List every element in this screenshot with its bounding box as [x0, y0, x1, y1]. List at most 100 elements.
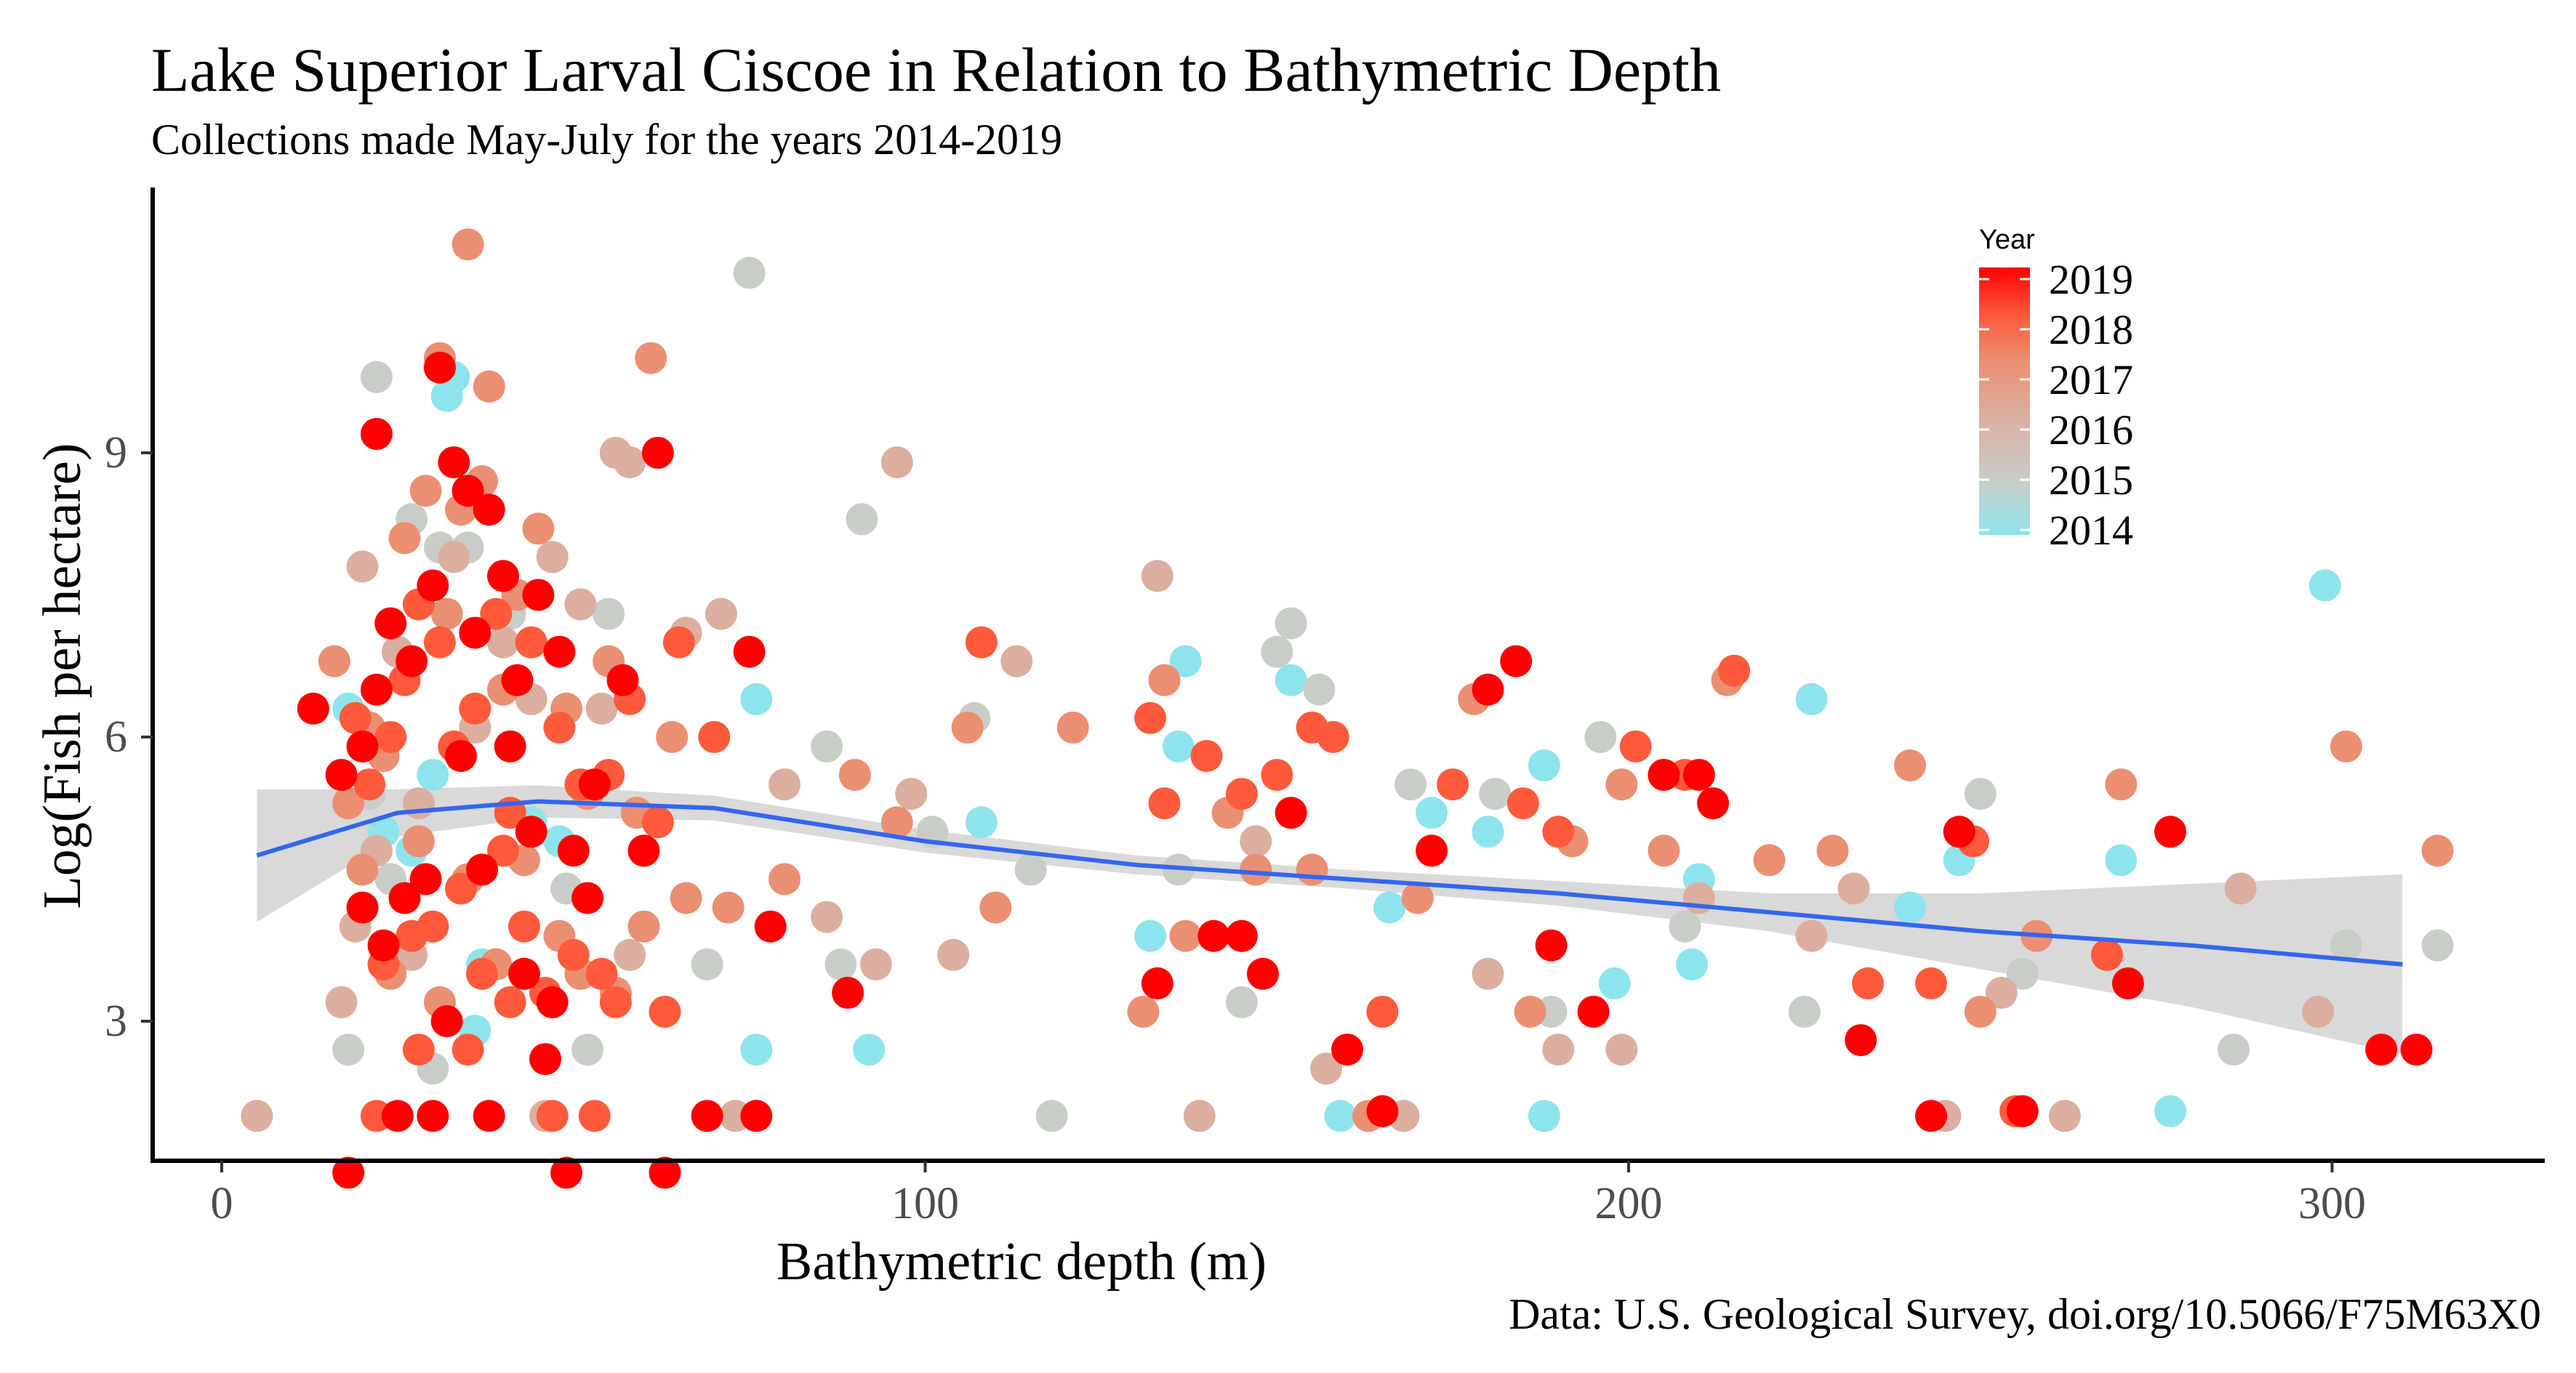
data-point [1275, 797, 1307, 829]
data-point [417, 910, 449, 943]
data-point [2400, 1034, 2433, 1066]
data-point [811, 901, 843, 933]
legend-colorbar [1979, 267, 2030, 535]
data-point [635, 342, 667, 374]
data-point [593, 597, 625, 630]
data-point [1472, 816, 1504, 848]
data-point [318, 645, 350, 677]
data-point [487, 626, 519, 659]
data-point [1275, 607, 1307, 640]
data-point [1619, 730, 1652, 762]
data-point [515, 626, 547, 659]
data-point [1648, 834, 1680, 867]
data-point [2330, 929, 2362, 962]
data-point [2421, 929, 2454, 962]
data-point [1682, 759, 1715, 792]
data-point [965, 806, 998, 839]
data-point [1225, 986, 1258, 1018]
data-point [740, 683, 773, 715]
data-point [367, 929, 400, 962]
data-point [374, 721, 407, 753]
data-point [1134, 701, 1167, 734]
data-point [1676, 948, 1709, 981]
data-point [859, 948, 892, 981]
data-point [346, 853, 379, 886]
data-point [1246, 957, 1279, 990]
data-point [1669, 910, 1701, 943]
data-point [1718, 654, 1751, 687]
data-point [402, 787, 435, 820]
data-point [409, 863, 442, 895]
data-point [585, 692, 618, 725]
data-point [1605, 768, 1638, 801]
data-point [2154, 816, 2186, 848]
data-point [1437, 768, 1469, 801]
data-point [388, 882, 421, 914]
data-point [423, 351, 456, 384]
data-point [445, 872, 477, 905]
data-point [1162, 730, 1195, 762]
data-point [452, 1034, 484, 1066]
x-tick-label: 0 [211, 1179, 233, 1228]
data-point [1401, 882, 1434, 914]
data-point [2330, 730, 2362, 762]
points-layer [241, 228, 2454, 1189]
data-point [880, 806, 913, 839]
data-point [501, 664, 534, 696]
data-point [965, 626, 998, 659]
data-point [1542, 1034, 1575, 1066]
data-point [1197, 919, 1230, 952]
x-tick-label: 100 [891, 1179, 959, 1228]
data-point [438, 446, 470, 479]
data-point [2006, 1095, 2039, 1127]
data-point [1261, 759, 1293, 792]
data-point [670, 882, 702, 914]
data-point [430, 1005, 463, 1037]
chart-title: Lake Superior Larval Ciscoe in Relation … [151, 35, 1721, 105]
data-point [1697, 787, 1730, 820]
data-point [487, 560, 519, 592]
data-point [1134, 919, 1167, 952]
legend-label: 2019 [2049, 256, 2133, 303]
data-point [325, 759, 358, 792]
data-point [430, 597, 463, 630]
data-point [1788, 996, 1821, 1028]
data-point [360, 361, 393, 393]
data-point [1598, 967, 1631, 999]
data-point [1366, 1095, 1399, 1127]
data-point [1964, 996, 1997, 1028]
data-point [1915, 967, 1947, 999]
data-point [353, 768, 386, 801]
data-point [459, 692, 491, 725]
data-point [2090, 938, 2123, 971]
data-point [1648, 759, 1680, 792]
data-point [627, 910, 660, 943]
data-point [1225, 778, 1258, 810]
data-point [1317, 721, 1349, 753]
data-point [1894, 891, 1926, 924]
plot-panel [241, 228, 2454, 1189]
data-point [2006, 957, 2039, 990]
data-point [332, 787, 365, 820]
data-point [494, 730, 526, 762]
legend-label: 2014 [2049, 507, 2133, 554]
legend-label: 2018 [2049, 306, 2133, 353]
data-point [494, 986, 526, 1018]
data-point [2218, 1034, 2250, 1066]
data-point [508, 910, 540, 943]
data-point [853, 1034, 886, 1066]
data-point [1324, 1100, 1357, 1132]
data-point [543, 635, 576, 668]
data-point [1373, 891, 1406, 924]
data-point [332, 1034, 365, 1066]
x-tick-label: 300 [2298, 1179, 2366, 1228]
data-point [332, 1156, 365, 1189]
data-point [712, 891, 745, 924]
data-point [381, 1100, 414, 1132]
data-point [241, 1100, 273, 1132]
data-point [2154, 1095, 2186, 1127]
legend-title: Year [1979, 225, 2035, 255]
data-point [2048, 1100, 2081, 1132]
data-point [402, 1034, 435, 1066]
